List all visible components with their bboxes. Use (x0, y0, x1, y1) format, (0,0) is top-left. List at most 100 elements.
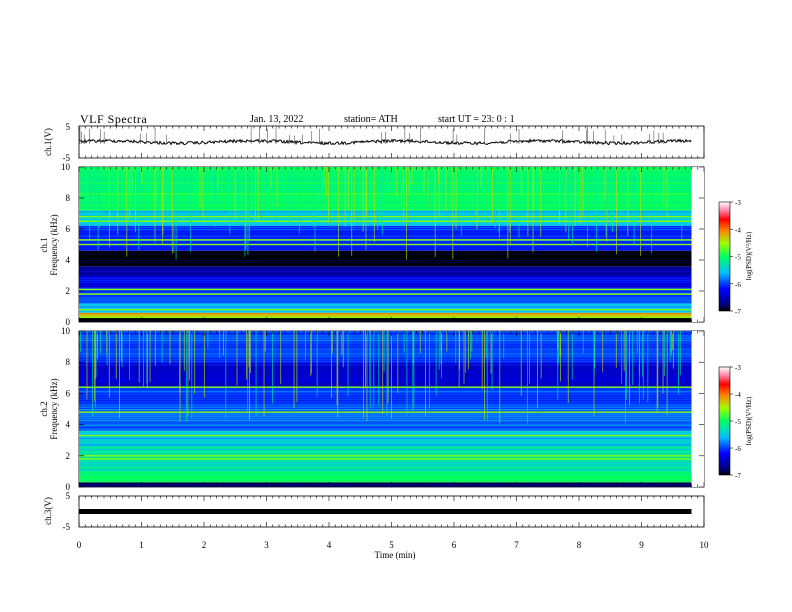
ch1-sferic (328, 167, 329, 224)
ch2-sferic (557, 331, 559, 349)
ch2-sferic (264, 331, 266, 352)
ch1-sferic (89, 167, 91, 240)
ch2-sferic (331, 331, 333, 354)
ch2-sferic (391, 331, 393, 419)
ch2-sferic (120, 331, 122, 362)
ch2-sferic (636, 331, 638, 354)
ch1-sferic (323, 167, 325, 188)
colorbar-tick-label: -6 (735, 445, 741, 453)
ch2-sferic (347, 331, 349, 397)
ch2-sferic (97, 331, 98, 359)
ch1-sferic (229, 167, 231, 235)
ch1-sferic (347, 167, 349, 212)
ch1-noise-row (79, 178, 692, 180)
ch2-noise-row (79, 417, 692, 419)
ch1-sferic (627, 167, 629, 237)
ch3-voltage-trace (79, 509, 692, 514)
ch1-sferic (571, 167, 573, 246)
ch1-noise-row (79, 224, 692, 226)
ch2-noise-row (79, 482, 692, 484)
ch2-noise-row (79, 344, 692, 346)
ch1-noise-row (79, 299, 692, 301)
ch2-sferic (387, 331, 389, 404)
ch1-sferic (298, 167, 300, 234)
ch1-sferic (215, 167, 217, 227)
ch2-noise-row (79, 437, 692, 439)
frequency-tick-label: 0 (66, 482, 71, 492)
ch1-sferic (217, 167, 219, 189)
ch1-ytick-top: 5 (66, 122, 71, 132)
ch2-sferic (249, 331, 250, 421)
ch2-noise-row (79, 422, 692, 424)
ch1-sferic (408, 167, 410, 195)
ch2-sferic (464, 331, 466, 373)
ch1-sferic (568, 167, 570, 240)
ch2-noise-row (79, 478, 692, 480)
ch1-sferic (460, 167, 462, 236)
ch2-noise-row (79, 473, 692, 475)
station-label: station= ATH (344, 114, 398, 125)
ch2-sferic (615, 331, 617, 368)
ch1-ytick-bottom: -5 (63, 153, 71, 163)
ch1-sferic (651, 167, 653, 254)
ch2-spectrogram-ylabel-1: ch.2 (39, 401, 49, 416)
ch1-sferic (681, 167, 683, 243)
frequency-tick-label: 10 (61, 326, 71, 336)
ch1-noise-row (79, 202, 692, 204)
ch1-sferic (199, 167, 201, 209)
ch2-sferic (397, 331, 399, 394)
ch1-noise-row (79, 242, 692, 244)
ch2-sferic (419, 331, 421, 354)
ch1-sferic (520, 167, 522, 196)
ch1-noise-row (79, 286, 692, 288)
ch1-sferic (138, 167, 140, 250)
axis-ticks (78, 126, 705, 527)
ch1-sferic (493, 167, 495, 226)
ch1-sferic (381, 167, 383, 235)
start-time-label: start UT = 23: 0 : 1 (438, 114, 515, 125)
ch2-sferic (369, 331, 371, 410)
ch1-sferic (434, 167, 436, 257)
ch1-sferic (612, 167, 613, 232)
ch1-noise-row (79, 184, 692, 186)
ch2-noise-row (79, 424, 692, 426)
ch1-sferic (313, 167, 315, 228)
ch1-sferic (559, 167, 560, 224)
ch2-spectrogram-ylabel-2: Frequency (kHz) (49, 378, 59, 439)
ch2-sferic (149, 331, 151, 383)
ch1-noise-row (79, 260, 692, 261)
ch2-sferic (191, 331, 193, 419)
ch2-sferic (194, 331, 196, 394)
ch2-sferic (470, 331, 472, 359)
ch2-sferic (383, 331, 385, 372)
ch2-noise-row (79, 362, 692, 364)
ch1-noise-row (79, 266, 692, 268)
ch2-sferic (669, 331, 671, 362)
ch1-noise-row (79, 317, 692, 319)
ch1-noise-row (79, 191, 692, 193)
ch2-sferic (207, 331, 209, 349)
ch2-sferic (491, 331, 493, 391)
ch1-sferic (606, 167, 608, 210)
ch1-noise-row (79, 253, 692, 255)
ch2-noise-row (79, 433, 692, 435)
ch2-sferic (263, 331, 265, 416)
ch1-noise-row (79, 233, 692, 235)
ch1-sferic (582, 167, 584, 217)
ch1-noise-row (79, 195, 692, 197)
ch2-sferic (481, 331, 483, 390)
ch2-noise-row (79, 415, 692, 417)
ch2-sferic (540, 331, 542, 379)
ch2-sferic (632, 331, 634, 385)
ch1-noise-row (79, 175, 692, 177)
ch2-noise-row (79, 359, 692, 361)
ch2-sferic (663, 331, 665, 376)
ch2-sferic (428, 331, 430, 409)
ch2-sferic (169, 331, 171, 365)
ch1-sferic (274, 167, 276, 223)
x-tick-label: 1 (139, 540, 144, 550)
ch2-sferic (520, 331, 522, 396)
ch1-noise-row (79, 315, 692, 317)
ch2-sferic (386, 331, 388, 416)
ch2-sferic (316, 331, 318, 397)
